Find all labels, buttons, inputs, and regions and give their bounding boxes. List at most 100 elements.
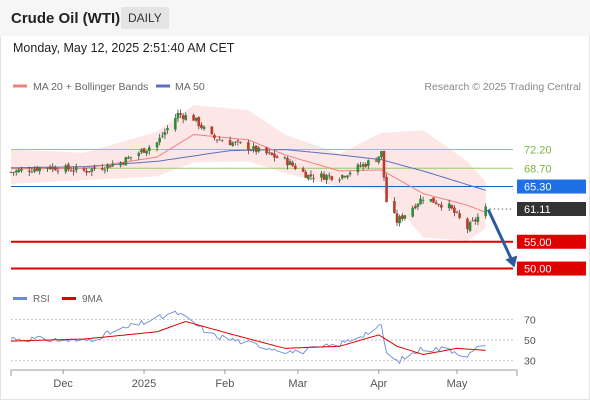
legend-ma50-label: MA 50 xyxy=(175,81,205,93)
candle xyxy=(320,170,323,182)
candle-body xyxy=(421,200,425,201)
forecast-arrow xyxy=(486,208,518,268)
candle-body xyxy=(228,140,232,146)
timestamp: Monday, May 12, 2025 2:51:40 AM CET xyxy=(13,41,235,55)
legend: MA 20 + Bollinger Bands MA 50 Research ©… xyxy=(13,81,581,305)
candle xyxy=(327,172,331,180)
candle-body xyxy=(327,175,331,177)
candle-body xyxy=(437,204,441,206)
candle-body xyxy=(17,169,21,172)
candle-body xyxy=(121,162,125,165)
candle-body xyxy=(147,147,151,151)
candle-body xyxy=(166,128,169,131)
candle xyxy=(239,141,242,144)
candle-body xyxy=(82,168,86,171)
candle xyxy=(174,113,177,132)
candle xyxy=(103,166,107,174)
header-bar: Crude Oil (WTI) DAILY xyxy=(0,0,590,36)
candle xyxy=(473,217,477,225)
candle-body xyxy=(312,177,315,179)
candle xyxy=(127,155,130,160)
candle xyxy=(458,209,461,220)
price-level-labels: 72.20 68.70 65.30 61.11 55.00 50.00 xyxy=(517,145,586,276)
candle-body xyxy=(275,156,279,158)
candle xyxy=(33,166,36,173)
candle xyxy=(106,163,109,173)
candle xyxy=(179,109,182,118)
candle xyxy=(74,163,78,174)
candle xyxy=(468,220,472,233)
candle-body xyxy=(400,215,404,220)
legend-ma20-swatch xyxy=(13,84,27,88)
candle-body xyxy=(67,164,70,170)
candle-body xyxy=(453,207,456,213)
candle xyxy=(359,162,362,168)
candle-body xyxy=(38,167,41,172)
candle-body xyxy=(309,174,313,177)
candle-body xyxy=(142,148,146,153)
forecast-arrow-shaft xyxy=(486,208,514,263)
candle-body xyxy=(301,168,305,172)
candle-body xyxy=(434,202,438,205)
candle-body xyxy=(252,146,255,150)
candle xyxy=(338,177,341,183)
candle-body xyxy=(119,162,122,166)
candle-body xyxy=(322,174,326,180)
candle-body xyxy=(466,218,469,230)
candle xyxy=(247,139,250,155)
candle-body xyxy=(184,115,188,121)
candle xyxy=(286,156,289,170)
candle xyxy=(361,162,365,171)
legend-ma20-label: MA 20 + Bollinger Bands xyxy=(33,81,148,93)
candle xyxy=(90,168,94,176)
candle xyxy=(17,167,21,173)
candle-body xyxy=(364,164,368,167)
x-tick-label-2025: 2025 xyxy=(132,378,156,390)
candle-body xyxy=(194,117,198,121)
candle xyxy=(275,154,279,159)
candle-body xyxy=(283,157,287,159)
resistance-label-72-20: 72.20 xyxy=(524,145,552,157)
candle xyxy=(231,141,235,147)
candle xyxy=(432,197,435,203)
candle xyxy=(330,175,334,182)
candle-body xyxy=(181,115,185,119)
resistance-label-68-70: 68.70 xyxy=(524,163,552,175)
candle-body xyxy=(176,113,180,119)
candle xyxy=(100,164,104,171)
candle-body xyxy=(30,171,34,173)
candle-body xyxy=(330,176,334,180)
candle-body xyxy=(69,170,73,172)
candle-body xyxy=(398,216,401,224)
candle-body xyxy=(374,160,378,162)
rsi-tick-70: 70 xyxy=(524,314,536,326)
candle xyxy=(257,146,261,153)
candle-body xyxy=(111,163,115,167)
period-badge[interactable]: DAILY xyxy=(121,7,169,29)
candle-body xyxy=(293,165,297,170)
candle xyxy=(419,195,422,205)
x-tick-label-dec: Dec xyxy=(53,378,73,390)
candle-body xyxy=(210,126,214,135)
legend-9ma-label: 9MA xyxy=(82,294,103,305)
candle-body xyxy=(247,142,250,151)
rsi-panel: 70 50 30 xyxy=(10,310,536,368)
candle-body xyxy=(158,137,161,143)
candle-body xyxy=(254,145,258,152)
candle xyxy=(249,148,253,152)
candle xyxy=(393,197,396,214)
candle xyxy=(312,174,315,183)
candle-body xyxy=(340,174,344,179)
candle xyxy=(38,166,41,175)
candle xyxy=(20,166,23,173)
candle-body xyxy=(288,161,292,165)
candle-body xyxy=(348,172,352,175)
last-price-label: 61.11 xyxy=(524,204,551,216)
candle xyxy=(228,136,232,146)
candle-body xyxy=(458,213,461,218)
candle xyxy=(176,109,180,122)
candle xyxy=(476,213,480,226)
candle-body xyxy=(338,179,341,181)
candle-body xyxy=(12,172,15,173)
